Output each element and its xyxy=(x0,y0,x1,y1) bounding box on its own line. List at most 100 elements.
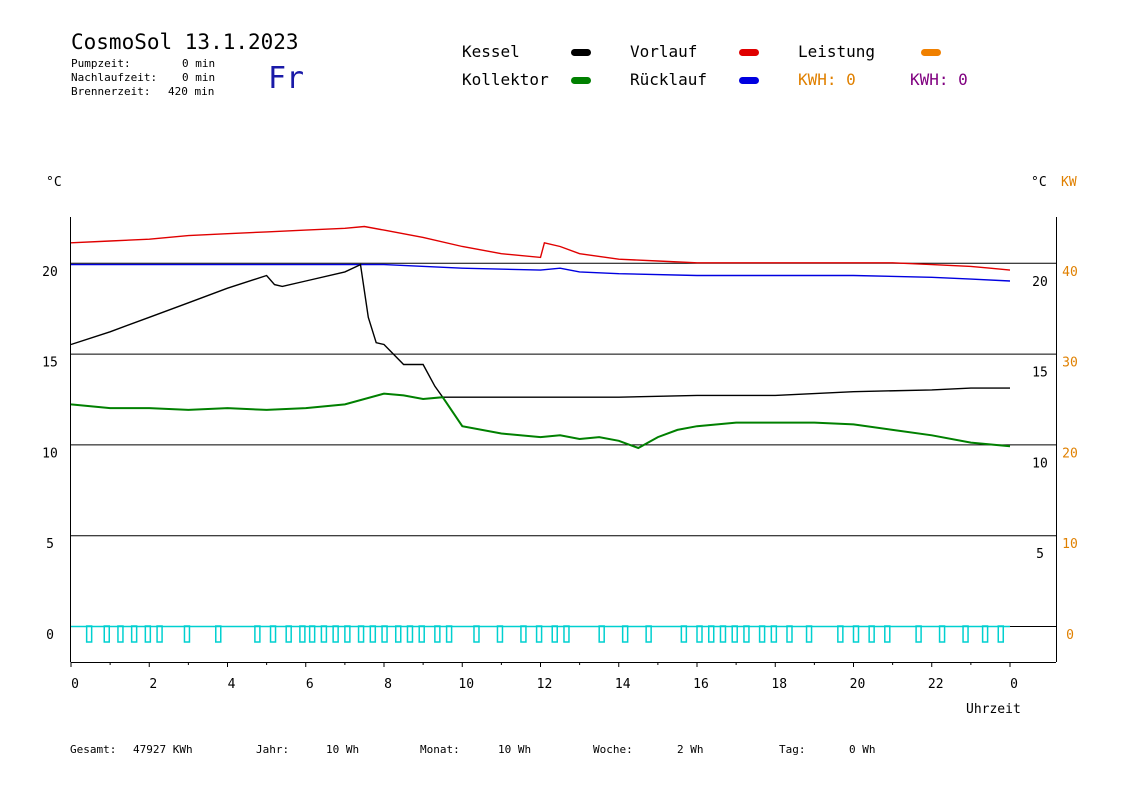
pump-pulse-18 xyxy=(381,625,388,643)
series-line-vorlauf xyxy=(70,225,1011,271)
jahr-label: Jahr: xyxy=(256,743,290,756)
pump-pulse-8 xyxy=(254,625,261,643)
x-axis-label: Uhrzeit xyxy=(966,702,1021,717)
pump-pulse-46 xyxy=(884,625,891,643)
pump-pulse-29 xyxy=(563,625,570,643)
pump-pulse-16 xyxy=(357,625,365,643)
right-c-tick-label-5: 5 xyxy=(1036,547,1044,562)
left-tick-label-15: 15 xyxy=(42,356,58,371)
pump-pulse-22 xyxy=(434,625,441,643)
pump-pulse-24 xyxy=(473,625,480,643)
pump-pulse-34 xyxy=(696,625,703,643)
x-tick-label-11: 22 xyxy=(928,677,944,692)
left-tick-label-0: 0 xyxy=(46,628,54,643)
pumpzeit-value: 0 min xyxy=(182,57,216,70)
legend-ruecklauf-swatch xyxy=(739,77,759,84)
series-line-kessel xyxy=(70,263,1010,398)
pump-pulse-41 xyxy=(786,625,793,643)
x-tick-label-6: 12 xyxy=(537,677,553,692)
pump-pulse-6 xyxy=(183,625,191,643)
left-tick-label-10: 10 xyxy=(42,446,58,461)
brennerzeit-label: Brennerzeit: xyxy=(71,85,151,98)
pump-pulse-13 xyxy=(320,625,328,643)
pump-pulse-37 xyxy=(731,625,738,643)
chart-title: CosmoSol 13.1.2023 xyxy=(71,30,299,54)
left-tick-label-5: 5 xyxy=(46,537,54,552)
right-kw-tick-label-0: 0 xyxy=(1066,628,1074,643)
pump-pulse-19 xyxy=(394,625,402,643)
legend-vorlauf-swatch xyxy=(739,49,759,56)
pump-pulse-26 xyxy=(520,625,527,643)
woche-label: Woche: xyxy=(593,743,633,756)
pumpzeit-label: Pumpzeit: xyxy=(71,57,131,70)
chart-ticks: 0 2 4 6 8 10 12 14 16 18 20 22 0 0 5 10 15 20 0 10 20 30 40 5 10… xyxy=(42,265,1078,692)
pump-pulse-30 xyxy=(598,625,605,643)
legend-kessel-swatch xyxy=(571,49,591,56)
legend-ruecklauf-label: Rücklauf xyxy=(630,70,708,89)
pump-pulse-14 xyxy=(332,625,339,643)
pump-pulse-42 xyxy=(805,625,813,643)
legend-kollektor-label: Kollektor xyxy=(462,70,549,89)
pump-pulse-39 xyxy=(758,625,766,643)
right-c-tick-label-10: 10 xyxy=(1032,456,1048,471)
x-tick-label-3: 6 xyxy=(306,677,314,692)
right-kw-tick-label-20: 20 xyxy=(1062,446,1078,461)
jahr-value: 10 Wh xyxy=(326,743,360,756)
pump-pulse-2 xyxy=(117,625,124,643)
right-c-tick-label-20: 20 xyxy=(1032,275,1048,290)
pump-pulse-50 xyxy=(981,625,989,643)
left-tick-label-20: 20 xyxy=(42,265,58,280)
x-tick-label-7: 14 xyxy=(615,677,631,692)
pump-pulse-25 xyxy=(496,625,504,643)
nachlaufzeit-label: Nachlaufzeit: xyxy=(71,71,158,84)
gesamt-label: Gesamt: xyxy=(70,743,117,756)
pump-pulse-10 xyxy=(285,625,292,643)
chart-axes xyxy=(70,217,1057,663)
right-kw-tick-label-30: 30 xyxy=(1062,356,1078,371)
pump-pulse-27 xyxy=(535,625,543,643)
kwh-value-1: KWH: 0 xyxy=(798,70,856,89)
left-axis-unit: °C xyxy=(46,175,62,190)
legend-kessel-label: Kessel xyxy=(462,42,520,61)
pump-pulse-4 xyxy=(144,625,152,643)
pump-pulse-43 xyxy=(837,625,844,643)
tag-label: Tag: xyxy=(779,743,806,756)
x-tick-label-0: 0 xyxy=(71,677,79,692)
pump-pulse-31 xyxy=(621,625,629,643)
x-tick-label-12: 0 xyxy=(1010,677,1018,692)
series-line-rcklauf xyxy=(71,263,1011,282)
x-tick-label-2: 4 xyxy=(228,677,236,692)
pump-pulse-21 xyxy=(418,625,425,643)
woche-value: 2 Wh xyxy=(677,743,704,756)
pump-pulse-3 xyxy=(130,625,138,643)
pump-pulse-44 xyxy=(852,625,860,643)
pump-pulse-40 xyxy=(770,625,778,643)
x-tick-label-5: 10 xyxy=(458,677,474,692)
pump-pulse-49 xyxy=(962,625,969,643)
chart-grid xyxy=(71,262,1056,627)
pump-pulse-11 xyxy=(299,625,306,643)
x-tick-label-8: 16 xyxy=(693,677,709,692)
pump-pulse-35 xyxy=(707,625,715,643)
pump-pulse-1 xyxy=(103,625,111,643)
weekday-label: Fr xyxy=(268,61,305,96)
right-axis-unit-c: °C xyxy=(1031,175,1047,190)
pump-pulse-33 xyxy=(680,625,688,643)
brennerzeit-value: 420 min xyxy=(168,85,215,98)
x-tick-label-1: 2 xyxy=(149,677,157,692)
legend-leistung-swatch xyxy=(921,49,941,56)
kwh-value-2: KWH: 0 xyxy=(910,70,968,89)
x-tick-label-4: 8 xyxy=(384,677,392,692)
x-tick-label-10: 20 xyxy=(850,677,866,692)
right-kw-tick-label-40: 40 xyxy=(1062,265,1078,280)
right-axis-unit-kw: KW xyxy=(1061,175,1077,190)
right-kw-tick-label-10: 10 xyxy=(1062,537,1078,552)
x-tick-label-9: 18 xyxy=(771,677,787,692)
pump-pulse-38 xyxy=(743,625,750,643)
pump-pulse-47 xyxy=(915,625,922,643)
pump-pulse-51 xyxy=(997,625,1005,643)
series-line-kollektor xyxy=(70,392,1011,450)
pump-pulse-23 xyxy=(445,625,453,643)
pump-pulse-5 xyxy=(156,625,163,643)
